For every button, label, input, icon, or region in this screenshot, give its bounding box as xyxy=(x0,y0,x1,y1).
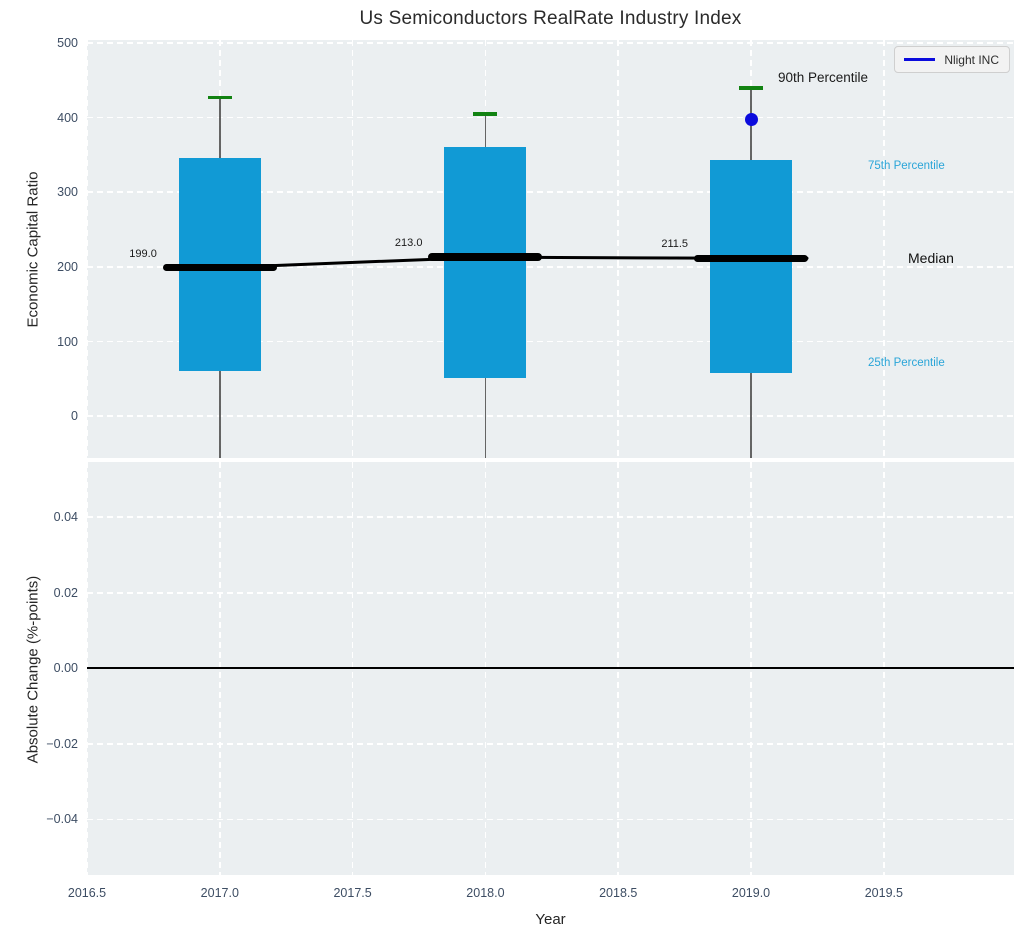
box-iqr xyxy=(444,146,527,379)
gridline-y xyxy=(87,591,1014,594)
y-axis-label-top: Economic Capital Ratio xyxy=(24,171,42,328)
median-segment xyxy=(694,254,809,263)
x-tick-label: 2016.5 xyxy=(67,886,107,900)
y-tick-label: 400 xyxy=(57,110,78,125)
gridline-y xyxy=(87,743,1014,745)
gridline-y xyxy=(87,191,1014,194)
y-tick-label: 500 xyxy=(57,35,78,50)
x-tick-label: 2019.0 xyxy=(731,886,771,900)
annotation: 25th Percentile xyxy=(868,357,945,369)
y-tick-label: 200 xyxy=(57,259,78,274)
gridline-x xyxy=(86,40,88,458)
box-iqr xyxy=(710,160,793,373)
legend-line-sample xyxy=(904,58,936,61)
gridline-x xyxy=(351,40,354,458)
gridline-y xyxy=(87,340,1014,343)
x-tick-label: 2017.0 xyxy=(200,886,239,900)
median-value-label: 211.5 xyxy=(661,238,689,251)
median-segment xyxy=(162,263,277,272)
y-tick-label: 0.02 xyxy=(53,585,78,600)
annotation: Median xyxy=(908,250,954,266)
x-tick-label: 2018.0 xyxy=(466,886,505,900)
x-tick-label: 2017.5 xyxy=(333,886,372,900)
legend-label: Nlight INC xyxy=(944,52,999,67)
y-tick-label: 0.04 xyxy=(53,510,78,525)
y-tick-label: 0.00 xyxy=(53,661,78,676)
gridline-y xyxy=(87,516,1014,518)
p90-cap xyxy=(207,95,232,100)
x-axis-label: Year xyxy=(535,911,566,928)
annotation: 75th Percentile xyxy=(868,160,945,172)
y-tick-label: −0.04 xyxy=(46,812,78,827)
chart-title: Us Semiconductors RealRate Industry Inde… xyxy=(359,8,742,29)
y-axis-label-bottom: Absolute Change (%-points) xyxy=(24,575,42,764)
zero-reference-line xyxy=(87,667,1014,670)
company-point xyxy=(744,112,758,126)
gridline-x xyxy=(86,462,88,875)
p90-cap xyxy=(473,112,498,116)
y-tick-label: 300 xyxy=(57,185,78,200)
gridline-x xyxy=(883,40,885,458)
y-tick-label: −0.02 xyxy=(46,736,78,751)
annotation: 90th Percentile xyxy=(778,70,869,85)
median-value-label: 213.0 xyxy=(394,237,423,250)
x-tick-label: 2018.5 xyxy=(599,886,638,900)
median-value-label: 199.0 xyxy=(129,247,157,260)
legend: Nlight INC xyxy=(894,46,1010,73)
gridline-y xyxy=(87,116,1014,119)
gridline-y xyxy=(87,42,1014,44)
y-tick-label: 0 xyxy=(71,409,78,424)
gridline-x xyxy=(617,40,620,458)
x-tick-label: 2019.5 xyxy=(864,886,903,900)
gridline-y xyxy=(87,415,1014,417)
p90-cap xyxy=(739,86,764,90)
y-tick-label: 100 xyxy=(57,334,78,349)
median-segment xyxy=(428,253,543,261)
gridline-y xyxy=(87,818,1014,821)
